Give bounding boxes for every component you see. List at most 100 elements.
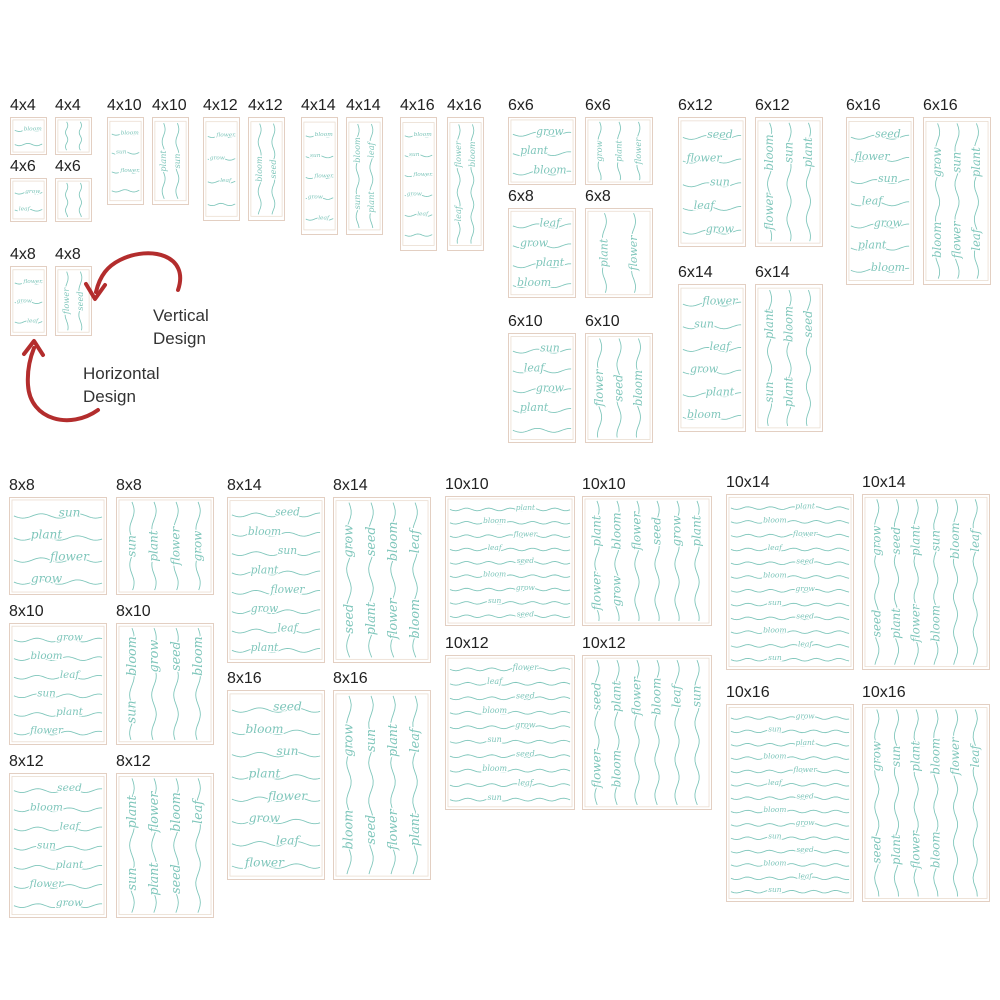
stitch-word: leaf [366,140,376,157]
stitch-word: bloom [169,792,184,832]
stitch-line [404,154,433,158]
horizontal-design-callout: Horizontal Design [83,362,160,408]
stitch-word: bloom [871,261,905,274]
vertical-design-4x4 [55,117,92,155]
stitch-line [231,841,321,847]
stitch-word: grow [930,147,944,177]
stitch-line [512,348,572,354]
size-label: 4x10 [107,97,142,114]
stitch-word: plant [251,641,279,654]
stitch-word: grow [210,155,225,161]
stitch-word: flower [909,830,923,870]
stitch-pattern: grow leaf [12,180,45,220]
stitch-word: bloom [928,831,942,868]
stitch-line [175,123,180,199]
horizontal-design-8x8: sun plant flower grow [9,497,107,595]
stitch-line [614,659,620,806]
stitch-line [730,889,850,894]
stitch-word: sun [768,725,782,734]
stitch-word: plant [249,767,281,781]
stitch-word: bloom [610,750,624,787]
stitch-line [512,151,572,156]
stitch-line [694,659,700,806]
stitch-word: bloom [928,605,942,642]
inner-guide [864,707,988,899]
stitch-line [730,506,850,510]
stitch-word: grow [874,216,903,229]
stitch-word: sun [762,381,776,402]
horizontal-design-6x10: sun leaf grow plant [508,333,576,443]
stitch-line [13,693,103,699]
stitch-pattern: seed flower sun leaf grow plant bloom [848,121,912,281]
size-label: 10x10 [582,476,626,493]
stitch-line [730,616,850,621]
stitch-line [13,864,103,870]
vertical-design-10x14: grow seed plant sun bloom leaf seed plant flower… [862,494,990,670]
stitch-word: flower [762,192,776,232]
stitch-word: plant [364,601,379,635]
horizontal-design-6x16: seed flower sun leaf grow plant bloom [846,117,914,285]
stitch-word: leaf [710,340,733,353]
stitch-line [13,712,103,717]
stitch-line [404,173,433,178]
horizontal-design-8x14: seed bloom sun plant flower grow leaf plant [227,497,325,663]
inner-guide [510,119,574,183]
stitch-line [161,123,166,199]
stitch-word: leaf [540,216,563,229]
stitch-word: flower [147,791,162,834]
horizontal-design-6x8: leaf grow plant bloom [508,208,576,298]
stitch-line [111,151,140,155]
stitch-word: leaf [27,318,40,324]
stitch-line [231,729,321,735]
stitch-word: plant [762,309,776,340]
stitch-word: bloom [30,801,63,813]
horizontal-design-4x14: bloom sun flower grow leaf [301,117,338,235]
stitch-word: leaf [968,527,982,552]
stitch-line [346,695,352,875]
stitch-word: flower [29,878,65,890]
stitch-word: plant [520,144,548,157]
stitch-word: flower [701,295,738,308]
stitch-line [13,807,103,813]
horizontal-design-10x12: flower leaf seed bloom grow sun seed bloom leaf s… [445,655,575,810]
inner-guide [728,707,852,899]
stitch-line [730,547,850,552]
stitch-word: bloom [763,626,787,635]
stitch-word: sun [690,686,704,708]
stitch-pattern: flower bloom leaf [449,122,482,246]
stitch-line [231,818,321,825]
size-label: 4x16 [447,97,482,114]
stitch-word: flower [590,571,604,612]
stitch-word: sun [488,596,502,605]
stitch-line [13,656,103,661]
stitch-pattern: grow sun plant bloom flower leaf [925,121,989,281]
stitch-line [129,778,135,913]
stitch-pattern: seed plant flower bloom leaf sun flower bloom [584,657,710,808]
stitch-line [730,796,850,800]
stitch-word: plant [125,795,140,829]
stitch-word: flower [948,736,962,776]
stitch-line [730,742,850,747]
inner-guide [449,122,482,246]
stitch-word: bloom [687,408,721,421]
stitch-word: leaf [191,798,206,824]
vertical-design-10x10: plant bloom flower seed grow plant flower grow [582,496,712,626]
stitch-line [730,729,850,734]
stitch-word: flower [22,279,43,285]
inner-guide [587,336,651,440]
stitch-word: plant [536,256,565,269]
stitch-line [14,142,43,147]
horizontal-callout-line-2: Design [83,387,136,406]
stitch-pattern: grow sun plant bloom flower leaf seed bloom grow… [728,707,852,899]
stitch-pattern: plant bloom seed sun plant [757,287,821,429]
vertical-design-4x6 [55,178,92,222]
stitch-line [111,132,140,136]
stitch-word: flower [949,220,963,260]
stitch-line [952,709,959,897]
inner-guide [12,180,45,220]
stitch-line [634,659,640,806]
stitch-line [730,520,850,524]
stitch-line [730,533,850,538]
stitch-line [682,229,742,235]
stitch-line [512,243,572,249]
